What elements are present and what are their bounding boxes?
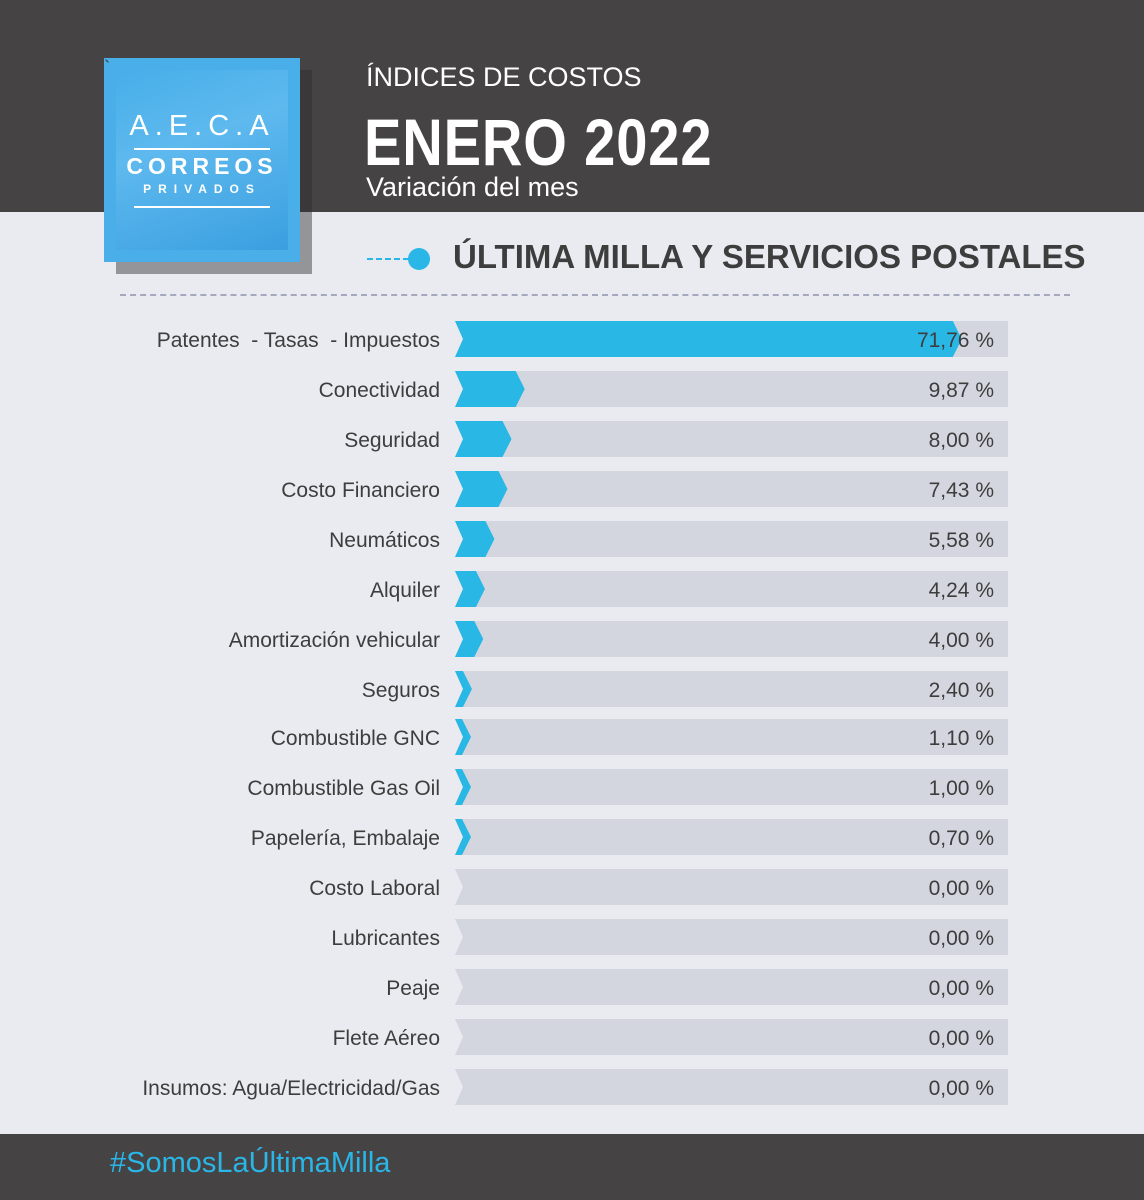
bar-row: Insumos: Agua/Electricidad/Gas 0,00 %: [142, 1069, 1008, 1105]
category-label: Patentes - Tasas - Impuestos: [157, 329, 440, 352]
bar-row: Peaje 0,00 %: [386, 969, 1008, 1005]
bar-row: Conectividad 9,87 %: [319, 371, 1008, 407]
category-label: Papelería, Embalaje: [251, 827, 440, 850]
category-label: Combustible Gas Oil: [247, 777, 440, 800]
bar: [455, 421, 512, 457]
bar-row: Costo Financiero 7,43 %: [281, 471, 1008, 507]
bar: [455, 719, 471, 755]
category-label: Seguridad: [344, 429, 440, 452]
bar-row: Costo Laboral 0,00 %: [309, 869, 1008, 905]
bar-row: Seguridad 8,00 %: [344, 421, 1008, 457]
category-label: Flete Aéreo: [333, 1027, 440, 1050]
bar-row: Seguros 2,40 %: [362, 671, 1008, 707]
bar-track: [455, 919, 1008, 955]
value-label: 71,76 %: [917, 329, 994, 352]
stamp-face: [116, 70, 288, 250]
bar-row: Neumáticos 5,58 %: [329, 521, 1008, 557]
value-label: 0,00 %: [929, 1077, 994, 1100]
logo-rule-bottom: [134, 206, 270, 208]
bar: [455, 819, 471, 855]
bar: [455, 371, 525, 407]
value-label: 7,43 %: [929, 479, 994, 502]
category-label: Costo Financiero: [281, 479, 440, 502]
value-label: 9,87 %: [929, 379, 994, 402]
bar-track: [455, 421, 1008, 457]
bar-row: Combustible GNC 1,10 %: [271, 719, 1008, 755]
section-divider: [120, 294, 1070, 296]
category-label: Costo Laboral: [309, 877, 440, 900]
page-subtitle: Variación del mes: [366, 172, 579, 202]
bar-track: [455, 471, 1008, 507]
value-label: 1,00 %: [929, 777, 994, 800]
bar: [455, 521, 495, 557]
bar: [455, 571, 485, 607]
section-dash-line: [367, 258, 409, 260]
bar-track: [455, 571, 1008, 607]
value-label: 4,00 %: [929, 629, 994, 652]
logo-rule-top: [134, 148, 270, 150]
cost-bar-chart: Patentes - Tasas - Impuestos 71,76 % Conec…: [142, 321, 1008, 1105]
category-label: Conectividad: [319, 379, 440, 402]
bar-row: Papelería, Embalaje 0,70 %: [251, 819, 1008, 855]
bar-track: [455, 671, 1008, 707]
category-label: Peaje: [386, 977, 440, 1000]
category-label: Insumos: Agua/Electricidad/Gas: [142, 1077, 440, 1100]
header-kicker: ÍNDICES DE COSTOS: [366, 62, 642, 92]
value-label: 0,00 %: [929, 977, 994, 1000]
category-label: Seguros: [362, 679, 440, 702]
aeca-logo: A.E.C.A CORREOS PRIVADOS: [104, 58, 312, 274]
bar-track: [455, 521, 1008, 557]
bar-row: Amortización vehicular 4,00 %: [229, 621, 1008, 657]
section-bullet-dot: [408, 248, 430, 270]
section-title: ÚLTIMA MILLA Y SERVICIOS POSTALES: [453, 238, 1086, 275]
logo-privados-text: PRIVADOS: [143, 182, 261, 196]
footer-band: [0, 1134, 1144, 1200]
bar-track: [455, 371, 1008, 407]
category-label: Amortización vehicular: [229, 629, 440, 652]
bar-row: Flete Aéreo 0,00 %: [333, 1019, 1008, 1055]
category-label: Alquiler: [370, 579, 440, 602]
bar: [455, 621, 484, 657]
stamp-frame: A.E.C.A CORREOS PRIVADOS: [104, 58, 300, 262]
footer-hashtag: #SomosLaÚltimaMilla: [110, 1147, 391, 1179]
value-label: 0,00 %: [929, 927, 994, 950]
value-label: 1,10 %: [929, 727, 994, 750]
value-label: 0,00 %: [929, 1027, 994, 1050]
value-label: 2,40 %: [929, 679, 994, 702]
value-label: 0,70 %: [929, 827, 994, 850]
bar-row: Patentes - Tasas - Impuestos 71,76 %: [157, 321, 1008, 357]
category-label: Lubricantes: [331, 927, 440, 950]
bar-track: [455, 819, 1008, 855]
bar: [455, 671, 472, 707]
bar-row: Alquiler 4,24 %: [370, 571, 1008, 607]
bar-track: [455, 621, 1008, 657]
page-title: ENERO 2022: [364, 105, 713, 179]
bar-track: [455, 1069, 1008, 1105]
bar-row: Lubricantes 0,00 %: [331, 919, 1008, 955]
bar-row: Combustible Gas Oil 1,00 %: [247, 769, 1008, 805]
bar-track: [455, 869, 1008, 905]
bar-track: [455, 719, 1008, 755]
bar-track: [455, 769, 1008, 805]
bar: [455, 471, 508, 507]
category-label: Combustible GNC: [271, 727, 440, 750]
bar: [455, 321, 962, 357]
value-label: 0,00 %: [929, 877, 994, 900]
bar-track: [455, 1019, 1008, 1055]
bar: [455, 769, 471, 805]
value-label: 5,58 %: [929, 529, 994, 552]
logo-correos-text: CORREOS: [126, 153, 278, 179]
value-label: 8,00 %: [929, 429, 994, 452]
value-label: 4,24 %: [929, 579, 994, 602]
category-label: Neumáticos: [329, 529, 440, 552]
logo-aeca-text: A.E.C.A: [129, 110, 275, 142]
bar-track: [455, 969, 1008, 1005]
